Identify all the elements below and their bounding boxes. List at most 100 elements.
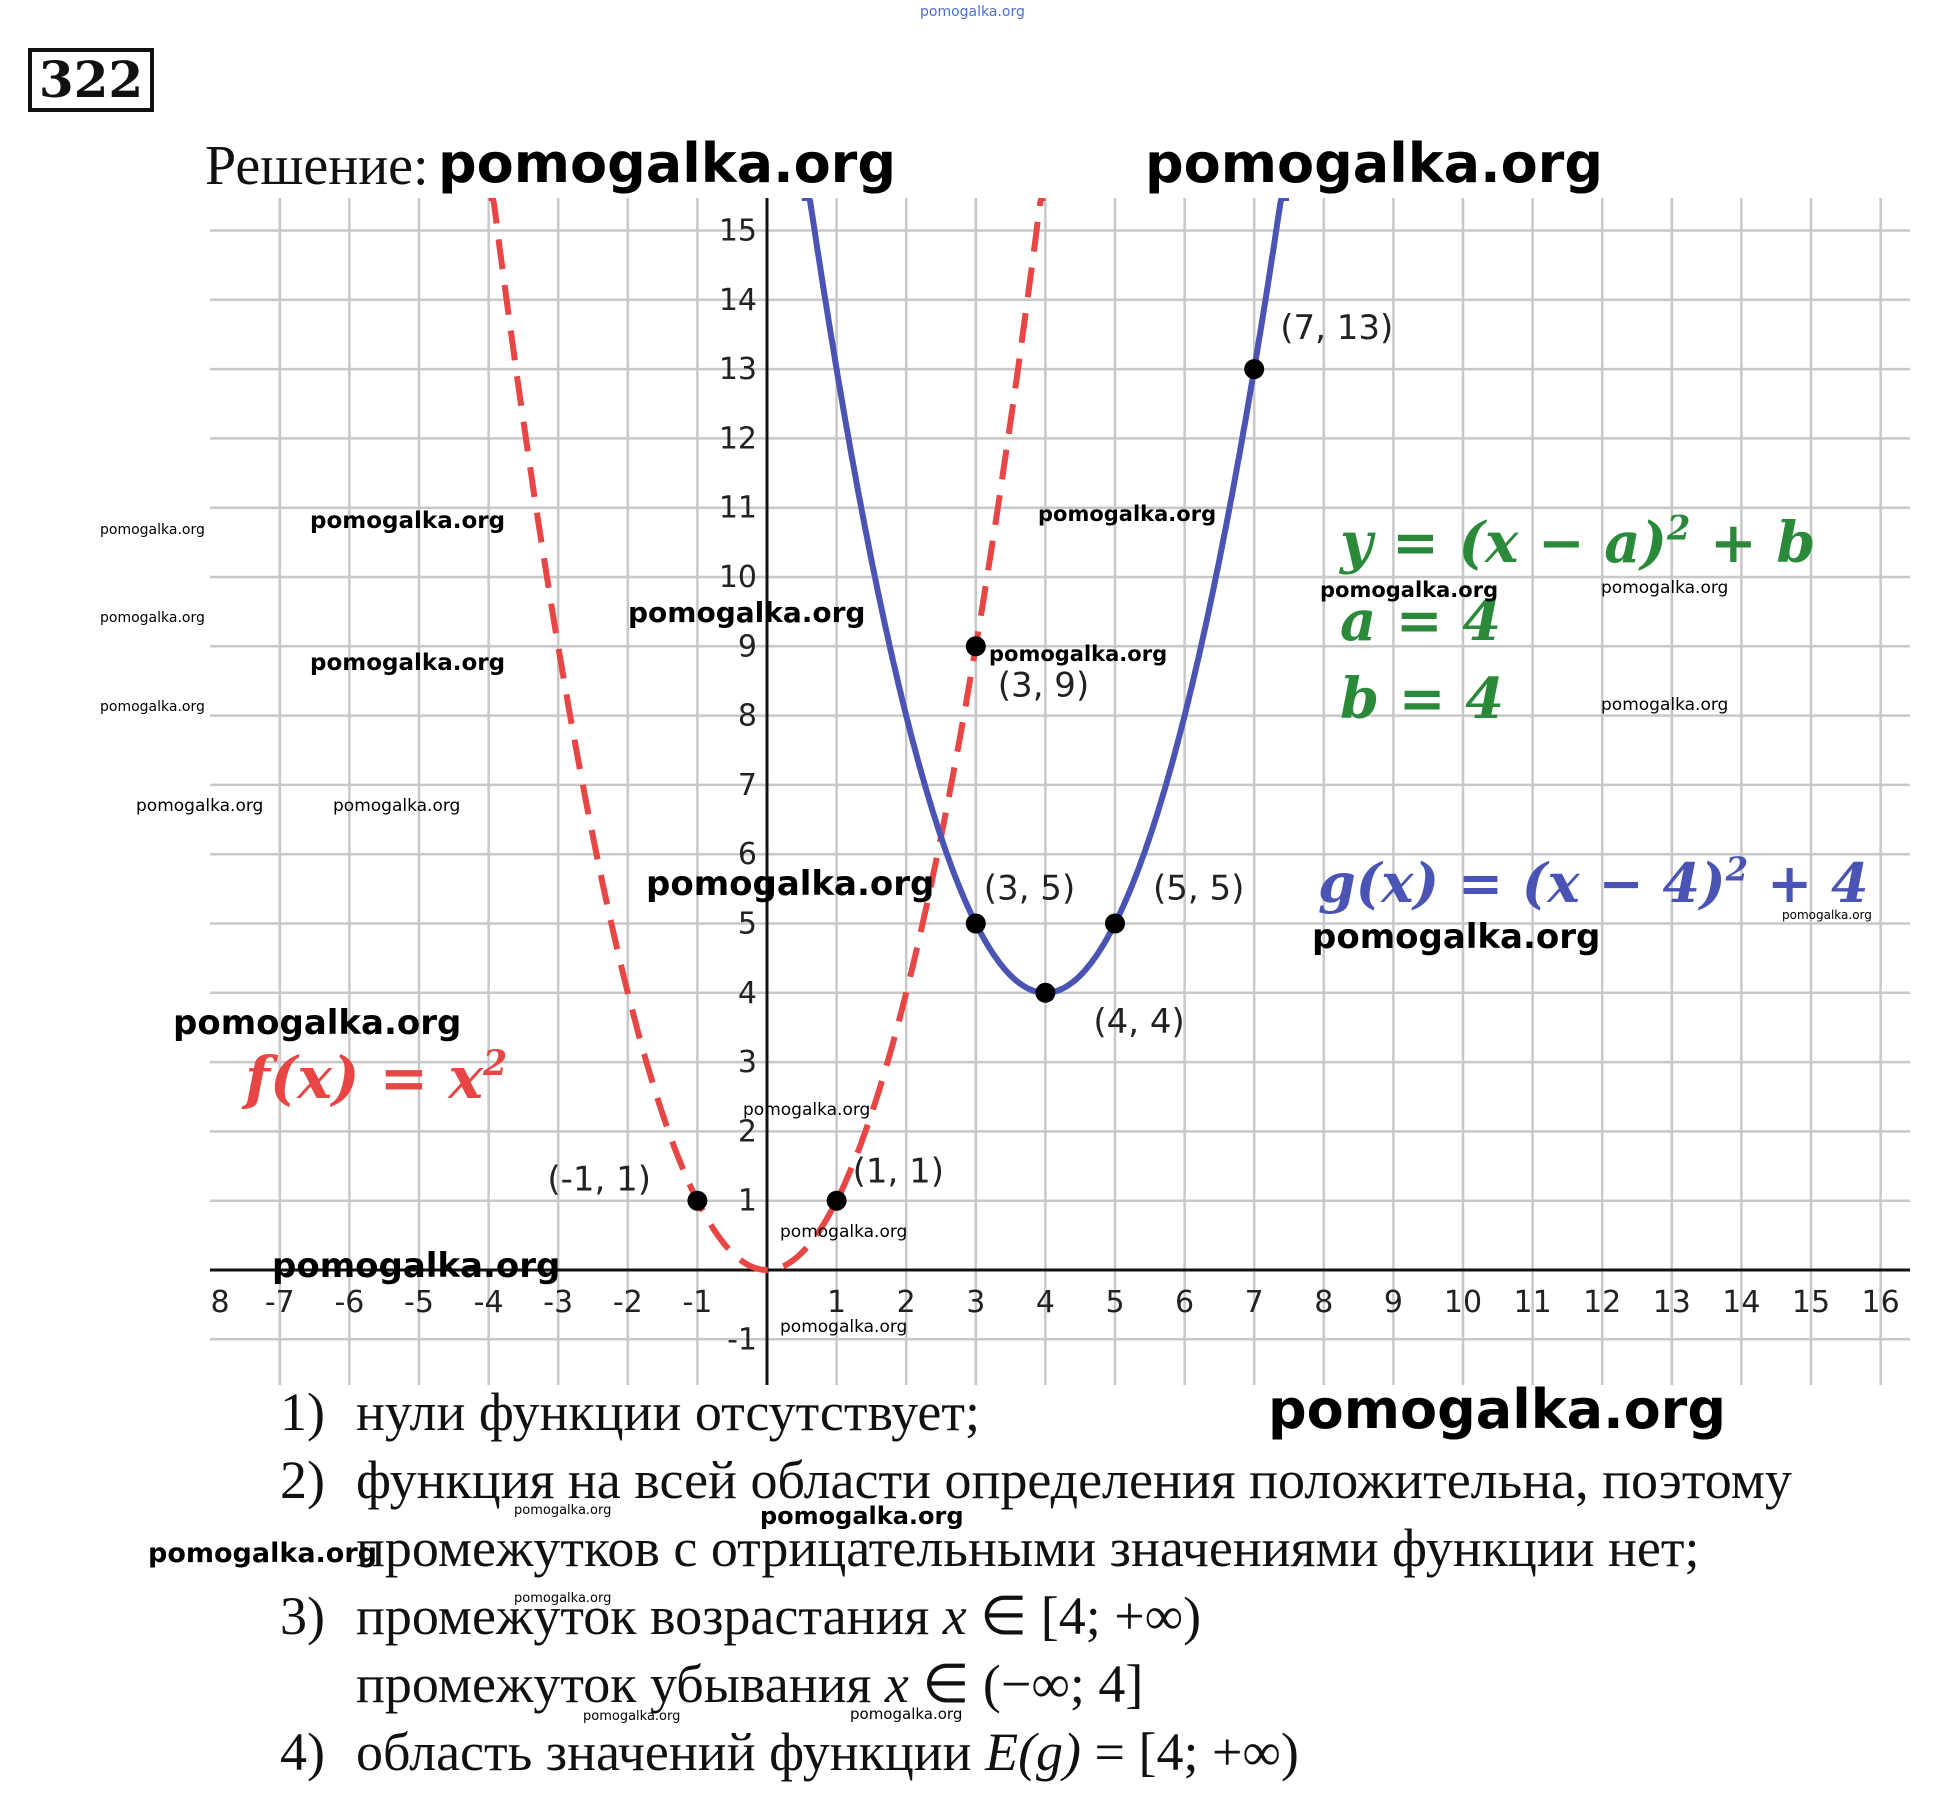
answer-item: 2) функция на всей области определения по… xyxy=(280,1446,1792,1514)
y-tick-label: 1 xyxy=(738,1184,757,1219)
y-tick-label: 3 xyxy=(738,1045,757,1080)
x-tick-label: 12 xyxy=(1583,1285,1621,1320)
watermark-tiny: pomogalka.org xyxy=(100,610,205,626)
x-tick-label: -2 xyxy=(613,1285,643,1320)
formulas: f(x) = x2 g(x) = (x − 4)2 + 4 y = (x − a)2… xyxy=(241,508,1869,1112)
x-tick-label: 4 xyxy=(1036,1285,1055,1320)
x-tick-label: 10 xyxy=(1444,1285,1482,1320)
point-label: (-1, 1) xyxy=(547,1160,651,1200)
watermark-medium: pomogalka.org xyxy=(1312,917,1601,957)
watermark-tiny: pomogalka.org xyxy=(1601,578,1729,598)
data-point xyxy=(965,913,986,934)
watermark-medium: pomogalka.org xyxy=(628,596,866,629)
x-tick-label: -3 xyxy=(543,1285,573,1320)
watermark-small: pomogalka.org xyxy=(310,508,506,534)
y-tick-label: 4 xyxy=(738,976,757,1011)
answer-number: 1) xyxy=(280,1382,325,1442)
answer-item: промежутков с отрицательными значениями … xyxy=(280,1514,1792,1582)
a-value: a = 4 xyxy=(1340,588,1501,654)
answer-text: функция на всей области определения поло… xyxy=(356,1450,1792,1510)
point-label: (3, 5) xyxy=(984,869,1075,909)
watermark-small: pomogalka.org xyxy=(1320,578,1499,602)
answer-tail: ∈ [4; +∞) xyxy=(966,1586,1202,1646)
point-labels: (-1, 1) (1, 1) (3, 9) (3, 5) (5, 5) (4, 4) (7,… xyxy=(547,308,1393,1200)
watermark-small: pomogalka.org xyxy=(148,1538,377,1569)
watermark-tiny: pomogalka.org xyxy=(514,1591,612,1606)
solution-heading: Решение: xyxy=(205,135,429,197)
point-label: (7, 13) xyxy=(1280,308,1393,348)
x-tick-label: 1 xyxy=(827,1285,846,1320)
function-graph: 8 -7 -6 -5 -4 -3 -2 -1 1 2 3 4 5 6 7 8 9 10 11 12 13 14 15 16-1… xyxy=(210,198,1910,1385)
x-tick-label: 15 xyxy=(1792,1285,1830,1320)
watermark-tiny: pomogalka.org xyxy=(850,1705,963,1723)
x-tick-label: 5 xyxy=(1105,1285,1124,1320)
watermark-tiny: pomogalka.org xyxy=(333,796,461,816)
answer-tail: ∈ (−∞; 4] xyxy=(908,1654,1144,1714)
b-value: b = 4 xyxy=(1340,666,1504,732)
x-tick-label: 16 xyxy=(1862,1285,1900,1320)
watermark-large: pomogalka.org xyxy=(1268,1378,1726,1441)
y-tick-label: 12 xyxy=(719,421,757,456)
answer-text: промежуток убывания xyxy=(356,1654,885,1714)
watermark-tiny: pomogalka.org xyxy=(1782,908,1872,922)
x-tick-label: -5 xyxy=(404,1285,434,1320)
grid xyxy=(210,198,1910,1385)
y-tick-label: 14 xyxy=(719,283,757,318)
data-point xyxy=(1035,982,1056,1003)
watermark-tiny: pomogalka.org xyxy=(514,1503,612,1518)
y-tick-label: 7 xyxy=(738,768,757,803)
answer-tail: = [4; +∞) xyxy=(1081,1722,1299,1782)
x-tick-label: 14 xyxy=(1722,1285,1760,1320)
watermark-small: pomogalka.org xyxy=(760,1502,964,1530)
points xyxy=(687,359,1265,1211)
answer-text: нули функции отсутствует; xyxy=(356,1382,980,1442)
y-tick-label: 15 xyxy=(719,214,757,249)
y-tick-label: 13 xyxy=(719,352,757,387)
watermark-tiny: pomogalka.org xyxy=(780,1222,908,1242)
watermark-tiny: pomogalka.org xyxy=(583,1709,681,1724)
x-tick-label: 11 xyxy=(1514,1285,1552,1320)
x-tick-label: 13 xyxy=(1653,1285,1691,1320)
watermark-large: pomogalka.org xyxy=(438,132,896,195)
x-tick-label: 8 xyxy=(1314,1285,1333,1320)
answer-text: промежуток возрастания xyxy=(356,1586,943,1646)
watermark-small: pomogalka.org xyxy=(1038,502,1217,526)
answer-text: промежутков с отрицательными значениями … xyxy=(356,1518,1700,1578)
x-tick-label: 9 xyxy=(1384,1285,1403,1320)
data-point xyxy=(687,1190,708,1211)
point-label: (4, 4) xyxy=(1093,1002,1184,1042)
top-watermark: pomogalka.org xyxy=(920,4,1025,20)
point-label: (5, 5) xyxy=(1153,869,1244,909)
watermark-tiny: pomogalka.org xyxy=(743,1100,871,1120)
x-tick-label: 8 xyxy=(210,1285,229,1320)
f-curve xyxy=(488,198,1046,1273)
y-tick-label: 11 xyxy=(719,491,757,526)
answer-math: E(g) xyxy=(985,1722,1082,1782)
x-tick-label: -4 xyxy=(474,1285,504,1320)
x-tick-label: -6 xyxy=(334,1285,364,1320)
x-tick-label: -7 xyxy=(265,1285,295,1320)
answer-text: область значений функции xyxy=(356,1722,986,1782)
watermark-small: pomogalka.org xyxy=(989,642,1168,666)
data-point xyxy=(1244,359,1265,380)
data-point xyxy=(1105,913,1125,934)
data-point xyxy=(826,1190,847,1211)
watermark-tiny: pomogalka.org xyxy=(1601,695,1729,715)
watermark-small: pomogalka.org xyxy=(310,650,506,676)
answer-item: 3) промежуток возрастания x ∈ [4; +∞) xyxy=(280,1582,1792,1650)
x-tick-label: 7 xyxy=(1245,1285,1264,1320)
answer-number: 2) xyxy=(280,1450,325,1510)
watermark-medium: pomogalka.org xyxy=(646,864,935,904)
answer-math: x xyxy=(884,1654,909,1714)
answer-math: x xyxy=(942,1586,967,1646)
answer-item: промежуток убывания x ∈ (−∞; 4] xyxy=(280,1650,1792,1718)
y-tick-label: 6 xyxy=(738,837,757,872)
answer-item: 1) нули функции отсутствует; xyxy=(280,1378,1792,1446)
y-tick-label: 9 xyxy=(738,629,757,664)
watermark-large: pomogalka.org xyxy=(1145,132,1603,195)
problem-number-box: 322 xyxy=(28,48,154,112)
watermark-tiny: pomogalka.org xyxy=(100,522,205,538)
answer-list: 1) нули функции отсутствует; 2) функция на… xyxy=(280,1378,1792,1786)
f-formula: f(x) = x2 xyxy=(241,1043,507,1112)
g-formula: g(x) = (x − 4)2 + 4 xyxy=(1318,850,1869,915)
